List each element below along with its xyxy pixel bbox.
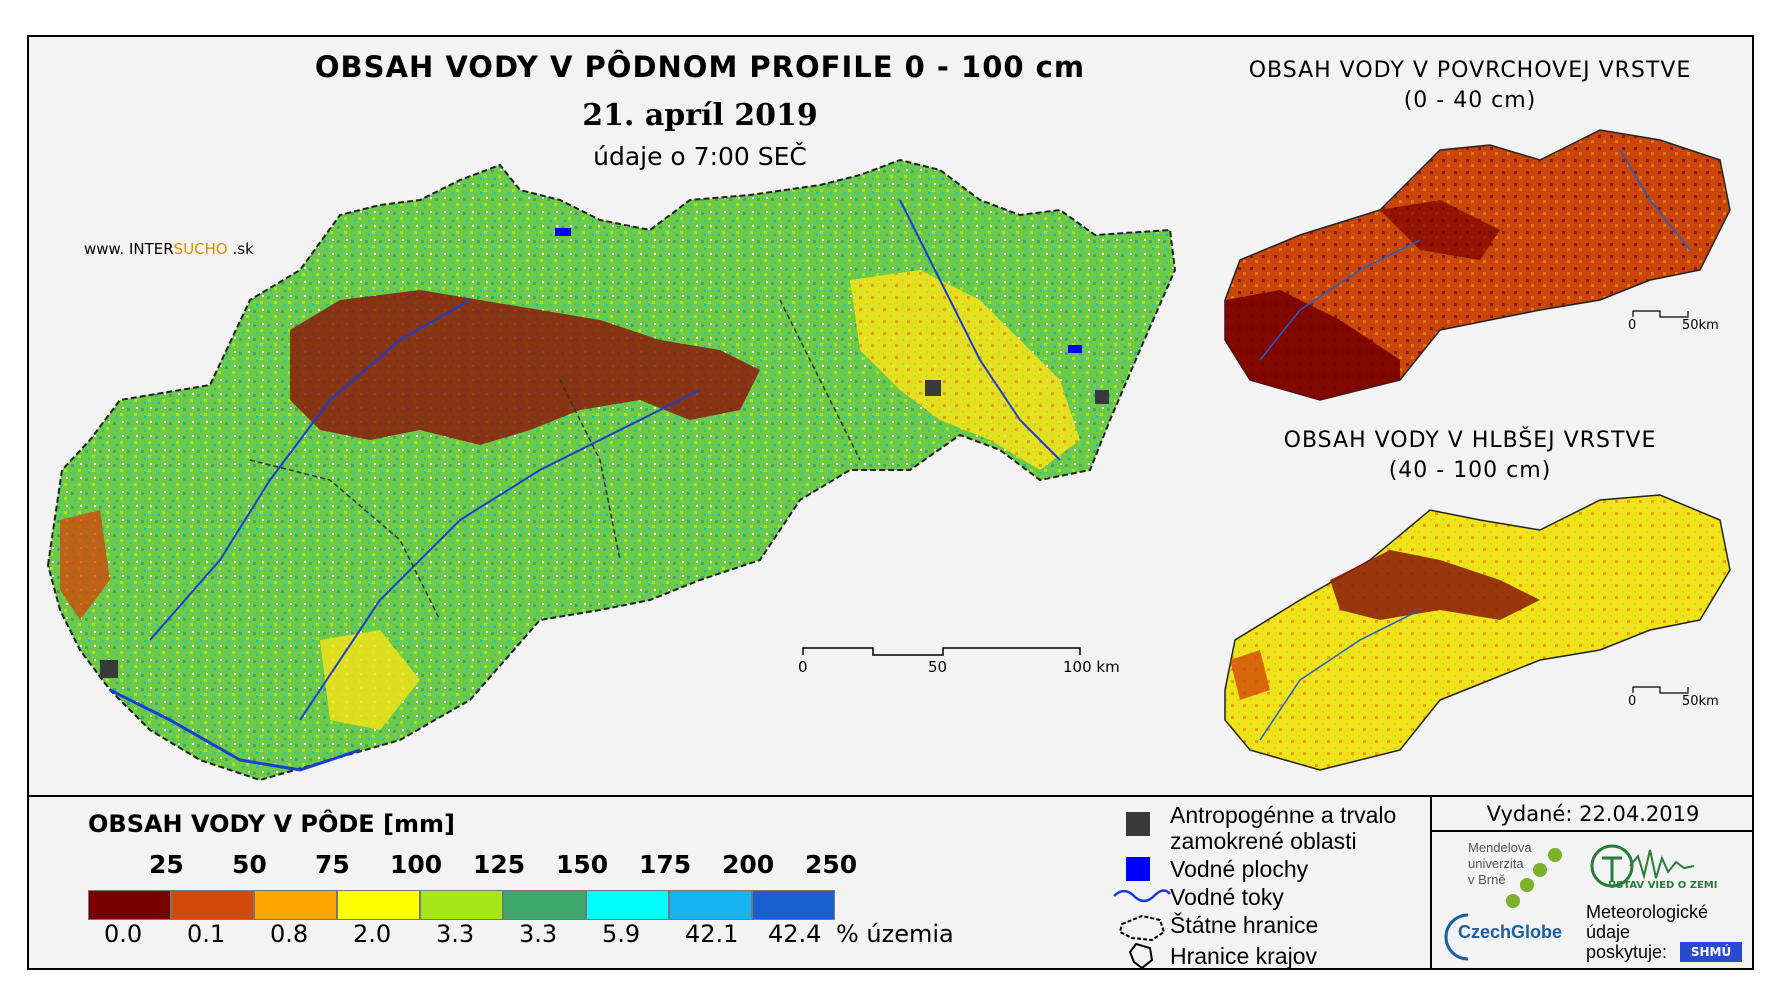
legend-threshold-0: 25 [149,850,184,879]
anthropogenic-label-1: Antropogénne a trvalo [1170,802,1397,828]
legend-swatch-2 [254,890,337,920]
legend-divider [27,795,1754,797]
legend-threshold-4: 125 [473,850,526,879]
inset-surface-map [1224,129,1731,401]
meteo-line-3: poskytuje: [1586,942,1668,962]
main-scale-label-100: 100 km [1063,658,1120,676]
legend-threshold-1: 50 [232,850,267,879]
legend-threshold-7: 200 [722,850,775,879]
inset-surface-scale-0: 0 [1628,318,1637,333]
streams-label: Vodné toky [1170,884,1284,910]
legend-swatch-4 [420,890,503,920]
legend-threshold-3: 100 [390,850,443,879]
legend-swatch-6 [586,890,669,920]
stream-line-icon [1113,889,1171,903]
issued-divider [1430,795,1432,970]
legend-percent-8: 42.4 [768,920,822,948]
legend-swatch-0 [88,890,171,920]
inset-deep-map [1224,494,1731,771]
state-border-label: Štátne hranice [1170,912,1319,938]
region-border-icon [1128,942,1154,970]
legend-percent-1: 0.1 [187,920,226,948]
meteo-line-2: údaje [1586,922,1631,942]
legend-percent-4: 3.3 [436,920,475,948]
legend-swatch-1 [171,890,254,920]
main-map-water-body [1068,345,1082,353]
legend-percent-6: 5.9 [602,920,641,948]
main-map-anthropogenic-area-2 [1095,390,1109,404]
water-bodies-label: Vodné plochy [1170,856,1309,882]
legend-threshold-5: 150 [556,850,609,879]
map-date: 21. apríl 2019 [582,98,818,133]
mendel-dots-logo [1506,848,1562,908]
czechglobe-text: CzechGlobe [1458,922,1563,942]
legend-percent-5: 3.3 [519,920,558,948]
legend-percent-7: 42.1 [685,920,739,948]
main-map [46,158,1177,782]
website-link[interactable]: www. INTERSUCHO .sk [84,240,254,258]
legend-threshold-6: 175 [639,850,692,879]
legend-percent-3: 2.0 [353,920,392,948]
czechglobe-logo [1444,913,1469,961]
meteo-line-1: Meteorologické [1586,902,1709,922]
main-map-anthropogenic-area [925,380,941,396]
main-map-river-east [899,199,1061,461]
inset-deep-scale-0: 0 [1628,694,1637,709]
map-title: OBSAH VODY V PÔDNOM PROFILE 0 - 100 cm [314,50,1086,84]
inset-deep-subtitle: (40 - 100 cm) [1388,458,1552,483]
map-time-note: údaje o 7:00 SEČ [593,142,807,171]
inset-surface-scale-50: 50km [1682,318,1719,333]
inset-deep-title: OBSAH VODY V HLBŠEJ VRSTVE [1283,428,1657,453]
region-border-label: Hranice krajov [1170,943,1317,969]
legend-swatch-3 [337,890,420,920]
state-border-icon [1118,914,1166,942]
ustav-text: ÚSTAV VIED O ZEMI [1608,880,1718,891]
legend-percent-0: 0.0 [104,920,143,948]
shmu-logo: SHMÚ [1680,942,1742,962]
main-map-river-vah [149,299,471,641]
anthropogenic-swatch [1126,812,1150,836]
mendel-line-3: v Brně [1468,872,1506,887]
inset-surface-subtitle: (0 - 40 cm) [1403,88,1537,113]
ustav-logo [1590,844,1695,888]
mendel-line-2: univerzita [1468,856,1524,871]
main-map-east-yellow [850,270,1080,470]
legend-swatch-8 [752,890,835,920]
legend-percent-unit: % územia [836,920,954,948]
main-map-river-danube [109,688,361,772]
water-bodies-swatch [1126,857,1150,881]
legend-threshold-8: 250 [805,850,858,879]
inset-deep-scale-50: 50km [1682,694,1719,709]
main-scale-label-50: 50 [928,658,948,676]
legend-swatch-7 [669,890,752,920]
symbol-icons [1113,889,1171,970]
legend-swatch-5 [503,890,586,920]
main-map-river-hron [299,389,701,721]
inset-surface-title: OBSAH VODY V POVRCHOVEJ VRSTVE [1248,58,1692,83]
main-map-anthropogenic-area-3 [100,660,118,678]
mendel-line-1: Mendelova [1468,840,1532,855]
legend-threshold-2: 75 [315,850,350,879]
main-map-west-orange [60,510,110,620]
legend-percent-2: 0.8 [270,920,309,948]
main-map-southwest-yellow [320,630,420,730]
issued-date: Vydané: 22.04.2019 [1486,802,1700,826]
main-scale-bar [802,647,1081,656]
main-map-dry-zone [290,290,760,445]
website-prefix: www. INTER [84,240,174,258]
main-scale-label-0: 0 [798,658,808,676]
anthropogenic-label-2: zamokrené oblasti [1170,828,1357,854]
issued-underline [1430,830,1754,832]
main-map-region-border [249,299,861,621]
main-map-water-body-2 [555,228,571,236]
legend-title: OBSAH VODY V PÔDE [mm] [88,810,456,838]
website-highlight: SUCHO [173,240,228,258]
website-suffix: .sk [227,240,254,258]
